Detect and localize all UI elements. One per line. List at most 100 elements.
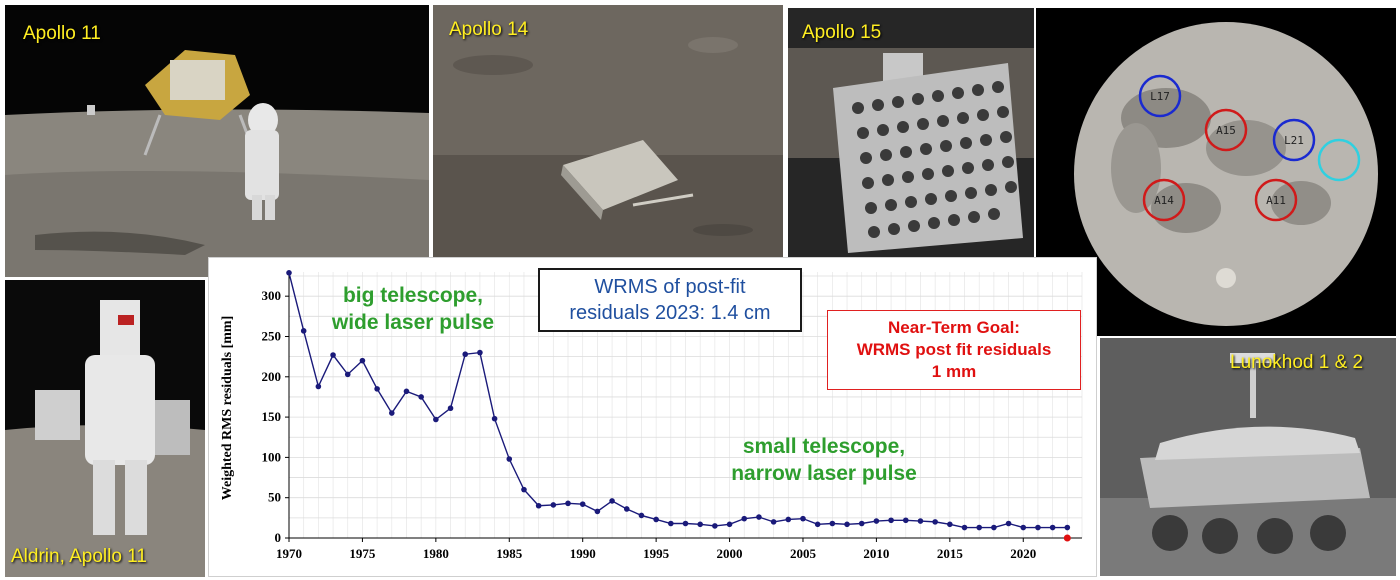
data-point (535, 502, 542, 509)
lunokhod-scene (1100, 338, 1396, 576)
data-point (1020, 524, 1027, 531)
reflector-marker-label: A14 (1154, 194, 1174, 207)
apollo11-photo: Apollo 11 (5, 5, 429, 277)
y-tick-label: 300 (262, 288, 282, 303)
highlight-point (1063, 534, 1071, 542)
big-telescope-line-1: big telescope, (342, 284, 484, 307)
wrms-chart: 0 50 100 150 200 250 300 1970 1975 1980 1985 1990 19… (220, 270, 1083, 561)
data-point (947, 521, 953, 528)
reflector-marker-label: A11 (1266, 194, 1286, 207)
goal-box-line-2: WRMS post fit residuals (856, 340, 1052, 359)
aldrin-caption: Aldrin, Apollo 11 (11, 546, 147, 567)
reflector-marker-circle (1272, 118, 1316, 162)
y-tick-label: 250 (262, 328, 282, 343)
data-point (829, 520, 836, 527)
data-point (756, 514, 762, 520)
data-point (726, 521, 733, 528)
chart-axes: 0 50 100 150 200 250 300 1970 1975 1980 1985 1990 19… (262, 272, 1082, 561)
data-point (888, 517, 894, 524)
data-point (330, 352, 336, 358)
small-telescope-line-1: small telescope, (742, 435, 906, 458)
reflector-marker-circle (1317, 138, 1361, 182)
small-telescope-line-2: narrow laser pulse (731, 462, 917, 485)
data-point (579, 501, 586, 507)
data-point (374, 386, 380, 392)
near-term-goal-box: Near-Term Goal: WRMS post fit residuals … (827, 310, 1081, 390)
small-telescope-note: small telescope, narrow laser pulse (699, 433, 949, 487)
goal-box-line-3: 1 mm (931, 362, 977, 381)
data-point (1064, 524, 1071, 531)
data-point (477, 349, 483, 356)
data-point (638, 512, 645, 519)
x-tick-label: 2005 (790, 546, 817, 561)
x-tick-label: 2010 (863, 546, 889, 561)
y-axis-label: Weighted RMS residuals [mm] (220, 316, 235, 500)
reflector-marker-circle (1254, 178, 1298, 222)
y-tick-label: 200 (262, 369, 282, 384)
x-tick-label: 2000 (717, 546, 743, 561)
y-tick-label: 50 (268, 490, 281, 505)
data-point (712, 523, 718, 529)
data-point (917, 518, 924, 524)
y-tick-label: 0 (275, 530, 282, 545)
data-point (844, 521, 850, 528)
aldrin-scene (5, 280, 205, 577)
data-point (565, 500, 571, 507)
data-point (491, 415, 498, 422)
x-tick-label: 1975 (349, 546, 376, 561)
reflector-marker-circle (1204, 108, 1248, 152)
data-point (653, 516, 659, 523)
data-point (1035, 524, 1041, 531)
apollo15-caption: Apollo 15 (802, 22, 882, 43)
x-tick-label: 1985 (496, 546, 523, 561)
data-point (961, 524, 968, 531)
goal-box-line-1: Near-Term Goal: (888, 318, 1020, 337)
apollo15-scene (788, 8, 1034, 258)
y-tick-label: 150 (262, 409, 282, 424)
reflector-marker-label: L21 (1284, 134, 1304, 147)
data-point (506, 456, 513, 462)
data-point (447, 405, 454, 412)
apollo11-caption: Apollo 11 (23, 23, 101, 44)
data-point (315, 383, 322, 390)
wrms-box-line-2: residuals 2023: 1.4 cm (569, 302, 771, 324)
reflector-marker-label: A15 (1216, 124, 1236, 137)
data-point (286, 270, 292, 276)
data-point (932, 519, 938, 525)
data-point (668, 520, 674, 527)
reflector-marker-circle (1138, 74, 1182, 118)
data-point (873, 518, 880, 524)
x-tick-label: 1980 (423, 546, 449, 561)
data-point (770, 519, 777, 525)
data-point (521, 486, 527, 493)
data-point (403, 388, 410, 395)
big-telescope-note: big telescope, wide laser pulse (313, 282, 513, 336)
apollo14-scene (433, 5, 783, 258)
data-point (418, 394, 424, 400)
apollo14-caption: Apollo 14 (449, 19, 529, 40)
data-point (976, 524, 983, 531)
data-point (800, 515, 806, 522)
apollo15-photo: Apollo 15 (788, 8, 1034, 258)
lunokhod-photo: Lunokhod 1 & 2 (1100, 338, 1396, 576)
data-point (1049, 524, 1056, 531)
data-point (902, 517, 909, 524)
x-tick-label: 2015 (937, 546, 964, 561)
data-point (344, 371, 351, 378)
data-point (814, 521, 821, 528)
x-tick-label: 1970 (276, 546, 302, 561)
data-point (300, 328, 307, 334)
wrms-box-line-1: WRMS of post-fit (594, 276, 746, 298)
data-point (594, 508, 601, 515)
chart-series (286, 270, 1071, 542)
apollo14-photo: Apollo 14 (433, 5, 783, 258)
wrms-chart-panel: 0 50 100 150 200 250 300 1970 1975 1980 1985 1990 19… (208, 257, 1097, 577)
data-point (1005, 520, 1012, 527)
y-tick-label: 100 (262, 449, 282, 464)
data-point (991, 524, 997, 531)
data-point (858, 520, 865, 527)
data-point (623, 506, 630, 512)
data-point (609, 498, 615, 504)
data-point (433, 416, 439, 423)
data-point (550, 502, 557, 508)
